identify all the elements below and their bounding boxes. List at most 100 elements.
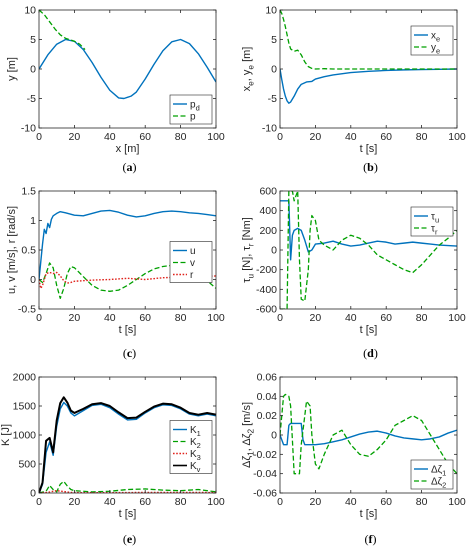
chart-panel-b: 0 20 40 60 80 100 -10 -5 0 5 10 t [s] xe, ye [m] xeye… [241,5,466,175]
legend-label: K1 [190,425,201,438]
x-tick-label: 100 [207,131,225,143]
x-axis-label: t [s] [119,324,137,336]
x-tick-label: 60 [380,131,392,143]
y-tick-label: -200 [256,264,277,276]
series-line-black [39,396,216,493]
y-tick-label: 0.04 [257,391,278,403]
y-tick-label: -5 [27,93,36,105]
chart-panel-a: 0 20 40 60 80 100 -10 -5 0 5 10 x [m] y [m] pdp (a) [6,5,225,175]
legend-label: K3 [190,449,201,462]
legend-label: τr [431,224,438,237]
y-tick-label: 200 [259,225,277,237]
y-tick-label: 0 [271,245,277,257]
series-line-blue [280,200,457,261]
y-tick-label: 0 [30,64,36,76]
panel-caption: (b) [363,160,378,174]
legend-box [410,206,454,237]
y-tick-label: -5 [268,93,277,105]
x-tick-label: 20 [310,312,322,324]
legend-label: xe [431,31,440,44]
x-axis-label: x [m] [116,143,140,155]
series-line-blue [39,209,216,280]
x-tick-label: 20 [310,496,322,508]
x-tick-label: 40 [345,312,357,324]
legend-label: Δζ1 [431,465,446,478]
x-tick-label: 40 [104,312,116,324]
x-tick-label: 20 [69,131,81,143]
legend: uvr [169,241,213,283]
x-tick-label: 80 [175,312,187,324]
x-tick-label: 20 [69,312,81,324]
series-line-blue [280,422,457,446]
y-tick-label: -0.5 [18,304,36,316]
series-line-blue [280,68,457,104]
x-tick-label: 0 [277,131,283,143]
y-tick-label: 0 [271,430,277,442]
series-line-green [280,10,457,70]
x-axis-label: t [s] [360,508,378,520]
y-tick-label: 0.06 [257,372,278,384]
legend-box [410,459,454,490]
x-tick-label: 100 [207,496,225,508]
legend-label: p [190,112,196,123]
x-tick-label: 0 [277,496,283,508]
y-tick-label: 1 [30,215,36,227]
series-line-green [280,393,457,475]
y-tick-label: 0.5 [21,245,36,257]
y-tick-label: 0.02 [257,410,278,422]
series-line-red [39,489,216,493]
panel-caption: (a) [123,160,137,174]
legend: pdp [169,94,213,125]
y-tick-label: 2000 [13,372,37,384]
y-tick-label: 500 [18,459,36,471]
y-tick-label: 5 [30,34,36,46]
x-tick-label: 0 [36,131,42,143]
x-axis-label: t [s] [360,324,378,336]
y-tick-label: 10 [24,5,36,17]
y-tick-label: -600 [256,304,277,316]
y-tick-label: -10 [262,123,277,135]
x-tick-label: 0 [277,312,283,324]
x-tick-label: 0 [36,496,42,508]
y-tick-label: 400 [259,205,277,217]
x-tick-label: 80 [416,312,428,324]
y-tick-label: 1000 [13,430,37,442]
x-tick-label: 80 [416,496,428,508]
chart-panel-d: 0 20 40 60 80 100 -600 -400 -200 0 200 400 600 t [s] τ… [241,186,466,361]
x-tick-label: 60 [380,496,392,508]
y-tick-label: 1500 [13,401,37,413]
y-tick-label: -10 [21,123,36,135]
panel-caption: (d) [363,346,378,360]
y-tick-label: 0 [30,274,36,286]
x-tick-label: 100 [448,496,466,508]
legend-label: τu [431,212,439,225]
x-axis-label: t [s] [119,508,137,520]
series-line-green [280,191,457,309]
x-tick-label: 40 [104,496,116,508]
y-tick-label: 1.5 [21,186,36,198]
x-tick-label: 100 [448,312,466,324]
legend-box [169,94,213,125]
series-line-green [39,10,86,50]
series-line-blue [39,38,216,100]
y-axis-label: K [J] [0,424,12,446]
legend-label: Δζ2 [431,477,446,490]
legend-label: v [190,258,195,269]
y-tick-label: -400 [256,284,277,296]
x-tick-label: 20 [310,131,322,143]
chart-panel-c: 0 20 40 60 80 100-0.500.511.5t [s]u, v [m/s],… [6,186,225,361]
panel-caption: (f) [365,532,377,546]
y-tick-label: 0 [271,64,277,76]
x-tick-label: 80 [416,131,428,143]
panel-caption: (e) [123,532,136,546]
x-tick-label: 20 [69,496,81,508]
series-line-green [39,480,216,493]
legend-label: r [190,270,194,281]
x-tick-label: 100 [207,312,225,324]
x-tick-label: 60 [139,312,151,324]
y-axis-label: τu [N], τr [Nm] [241,217,255,283]
y-tick-label: 600 [259,186,277,198]
